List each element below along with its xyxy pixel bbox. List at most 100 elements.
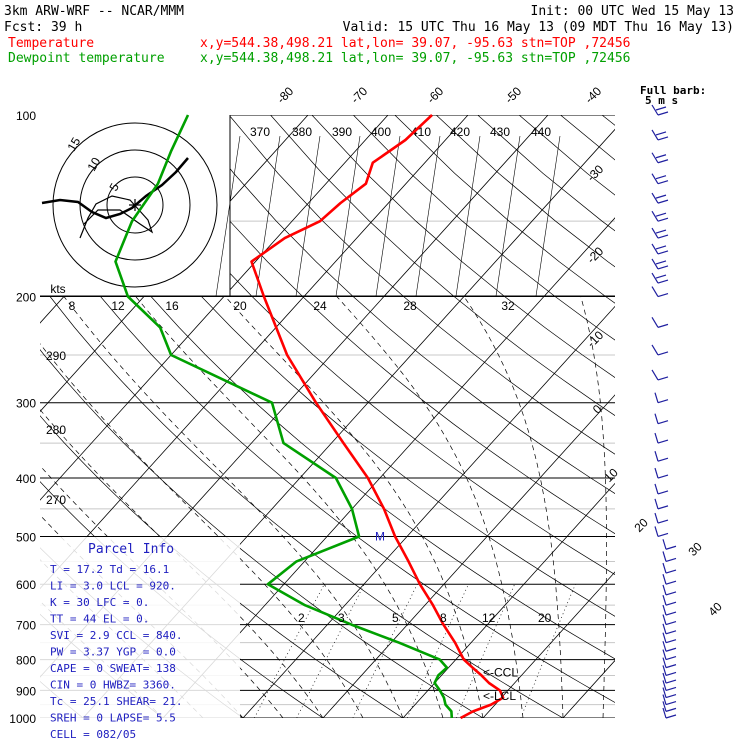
temperature-legend-label: Temperature <box>8 36 94 51</box>
wind-barb <box>651 192 669 204</box>
moist-adiabat-line <box>463 296 564 718</box>
isotherm-label: 20 <box>631 515 651 535</box>
wind-barb <box>662 649 677 661</box>
hodograph-ring-label: 10 <box>84 155 103 174</box>
wind-barb-staff <box>651 369 659 381</box>
wind-barb-staff <box>662 574 667 585</box>
forecast-hour: Fcst: 39 h <box>4 20 82 35</box>
dry-adiabat-line <box>187 115 615 494</box>
isotherm-label: 40 <box>705 599 725 619</box>
wind-barb-flag <box>657 159 669 164</box>
pressure-label: 900 <box>16 684 36 698</box>
wind-barb <box>662 614 677 626</box>
isotherm-label: -20 <box>584 244 606 266</box>
wind-barb-staff <box>654 512 659 524</box>
inset-guide-line <box>335 135 361 297</box>
wind-barbs <box>651 104 677 719</box>
dry-adiabat-line <box>228 115 615 455</box>
parcel-info-row: CAPE = 0 SWEAT= 138 <box>50 662 176 675</box>
wind-barb-flag <box>657 234 669 239</box>
dry-adiabat-line <box>63 115 615 617</box>
wind-barb <box>662 595 677 606</box>
inset-speed-label: 20 <box>233 299 247 313</box>
inset-speed-label: 12 <box>111 299 125 313</box>
wind-barb-flag <box>657 323 669 328</box>
wind-barb <box>662 551 677 563</box>
pressure-label: 100 <box>16 109 36 123</box>
isotherm-label: -80 <box>274 84 296 106</box>
parcel-info-backdrop <box>40 537 240 718</box>
mixing-ratio-label: 3 <box>338 611 345 625</box>
wind-barb <box>651 104 669 116</box>
wind-barb-flag <box>657 420 669 425</box>
wind-barb <box>662 604 677 616</box>
wind-barb <box>651 258 669 270</box>
moist-adiabat-line <box>40 343 364 718</box>
wind-barb <box>651 227 669 239</box>
moist-adiabat-line <box>224 296 484 718</box>
inset-speed-label: kts <box>50 282 65 296</box>
dry-adiabat-line <box>435 115 615 268</box>
wind-barb <box>654 526 669 538</box>
model-title: 3km ARW-WRF -- NCAR/MMM <box>4 4 184 19</box>
wind-barb-flag <box>657 439 669 444</box>
wind-barb-flag <box>665 630 677 635</box>
wind-barb-staff <box>662 657 667 668</box>
inset-theta-label: 400 <box>371 125 391 139</box>
wind-barb-flag <box>665 557 677 563</box>
parcel-info-row: T = 17.2 Td = 16.1 <box>50 563 169 576</box>
wind-barb-flag <box>665 591 677 596</box>
hodograph-ring-15 <box>52 122 218 288</box>
wind-barb-staff <box>651 152 659 164</box>
pressure-label: 800 <box>16 654 36 668</box>
level-marker: <-CCL <box>483 665 518 679</box>
isotherm-label: -40 <box>582 84 604 106</box>
wind-barb-staff <box>662 665 667 676</box>
isotherm-label: -30 <box>584 162 606 184</box>
wind-barb-staff <box>654 432 659 444</box>
isotherm-line <box>562 659 615 718</box>
mixing-ratio-label: 2 <box>298 611 305 625</box>
hodograph-ring-10 <box>79 149 191 261</box>
isotherm-line <box>402 482 615 718</box>
parcel-info-row: CELL = 082/05 <box>50 728 136 740</box>
moist-adiabat-line <box>135 296 444 718</box>
parcel-info-row: SVI = 2.9 CCL = 840. <box>50 629 182 642</box>
wind-barb <box>651 243 669 255</box>
inset-guide-line <box>255 135 281 297</box>
wind-barb-staff <box>651 104 659 116</box>
dewpoint-location-info: x,y=544.38,498.21 lat,lon= 39.07, -95.63… <box>200 51 630 66</box>
mixing-ratio-label: 8 <box>440 611 447 625</box>
wind-barb <box>651 344 669 356</box>
wind-barb-flag <box>665 714 677 719</box>
wind-barb <box>662 562 677 574</box>
moist-adiabat-line <box>336 296 524 718</box>
wind-barb-staff <box>662 672 667 684</box>
wind-barb-flag <box>657 180 669 185</box>
dewpoint-profile-line <box>114 114 454 719</box>
wind-barb <box>662 657 677 669</box>
inset-theta-label: 370 <box>250 125 270 139</box>
wind-barb-staff <box>654 526 659 537</box>
isotherm-label: -10 <box>584 328 606 350</box>
wind-barb-staff <box>662 562 667 574</box>
wind-barb-flag <box>657 217 669 222</box>
wind-barb-flag <box>665 639 677 644</box>
mixing-ratio-label: 5 <box>392 611 399 625</box>
inset-theta-label: 420 <box>450 125 470 139</box>
wind-barb <box>662 694 677 706</box>
wind-barb <box>654 450 669 462</box>
wind-barb-flag <box>657 292 669 298</box>
pressure-label: 700 <box>16 619 36 633</box>
dry-adiabat-line <box>643 115 740 718</box>
parcel-info-row: Tc = 25.1 SHEAR= 21. <box>50 695 182 708</box>
mixing-ratio-label: 20 <box>538 611 552 625</box>
wind-barb <box>662 665 677 677</box>
wind-barb-staff <box>662 604 667 616</box>
isotherm-label: -60 <box>424 84 446 106</box>
wind-barb-staff <box>662 595 667 606</box>
inset-guide-line <box>535 135 561 297</box>
wind-barb-flag <box>657 519 669 524</box>
